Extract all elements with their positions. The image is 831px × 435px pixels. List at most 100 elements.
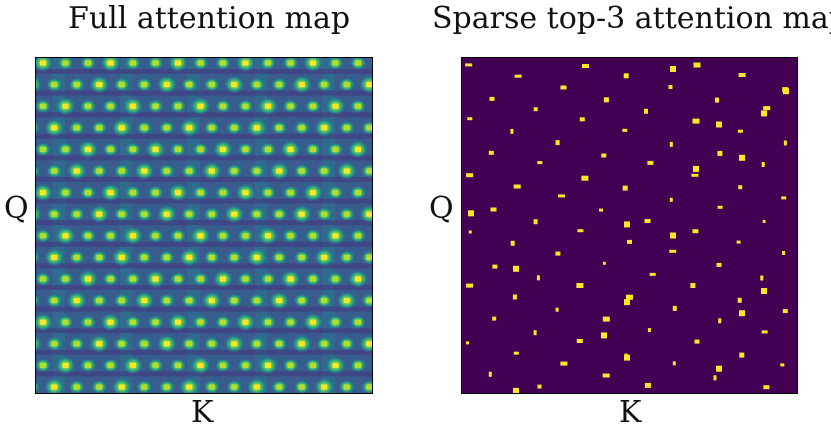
full-heatmap-peak-core (130, 103, 136, 109)
full-heatmap-peak-core (220, 146, 226, 152)
sparse-heatmap-dot (513, 387, 519, 394)
full-heatmap-peak-core (141, 341, 148, 347)
full-heatmap-peak-core (287, 60, 294, 66)
sparse-heatmap-dot (576, 339, 583, 343)
full-heatmap-peak-core (220, 103, 226, 109)
sparse-heatmap-dot (782, 251, 785, 255)
sparse-heatmap-dot (555, 140, 560, 146)
full-heatmap-trough (35, 133, 373, 139)
sparse-heatmap-dot (533, 330, 537, 336)
full-heatmap-trough (35, 220, 373, 226)
sparse-heatmap-dot (624, 221, 630, 228)
full-heatmap-peak-core (231, 341, 238, 347)
full-heatmap-peak-core (276, 168, 283, 174)
sparse-heatmap-dot (560, 85, 567, 90)
full-heatmap-peak-core (265, 233, 271, 239)
full-heatmap-peak-core (231, 254, 238, 260)
full-heatmap-peak-core (321, 82, 328, 88)
full-heatmap-trough (35, 198, 373, 204)
full-heatmap-peak-core (73, 82, 80, 88)
full-heatmap-peak-core (242, 146, 249, 152)
full-heatmap-peak-core (163, 125, 170, 131)
sparse-heatmap-dot (692, 229, 699, 234)
full-heatmap-peak (35, 251, 40, 264)
full-heatmap-peak-core (220, 319, 226, 325)
full-heatmap-trough (35, 285, 373, 290)
sparse-heatmap-dot (718, 318, 722, 324)
sparse-heatmap-dot (602, 261, 606, 265)
full-heatmap-peak-core (265, 276, 271, 282)
full-heatmap-peak-core (343, 125, 350, 131)
full-heatmap-peak-core (287, 146, 294, 152)
full-heatmap-peak-core (40, 362, 46, 368)
full-heatmap-peak-core (40, 319, 46, 325)
full-heatmap-peak-core (343, 82, 350, 88)
full-heatmap-peak-core (96, 211, 103, 217)
full-heatmap-peak-core (107, 60, 114, 66)
sparse-heatmap-dot (582, 64, 589, 68)
full-heatmap-peak-core (85, 319, 91, 325)
full-heatmap-trough (35, 349, 373, 355)
full-heatmap-peak-core (310, 60, 316, 66)
full-heatmap-peak-core (96, 125, 103, 131)
full-heatmap-peak-core (118, 168, 125, 174)
full-heatmap-peak-core (141, 211, 148, 217)
sparse-heatmap-dot (761, 110, 767, 117)
full-heatmap-peak-core (242, 319, 249, 325)
sparse-heatmap-dot (468, 210, 474, 217)
sparse-heatmap-dot (513, 351, 519, 355)
full-heatmap-frame (35, 57, 373, 394)
full-heatmap-peak-core (175, 146, 181, 152)
full-heatmap-peak-core (51, 211, 58, 217)
full-heatmap-peak-core (73, 298, 80, 304)
full-heatmap-peak-core (287, 233, 294, 239)
full-heatmap-peak-core (343, 254, 350, 260)
full-heatmap-peak-core (186, 211, 193, 217)
full-heatmap-peak-core (107, 276, 114, 282)
sparse-heatmap-dot (647, 328, 651, 333)
full-heatmap-peak-core (355, 276, 361, 282)
full-heatmap-peak-core (231, 211, 238, 217)
full-heatmap-peak-core (186, 384, 193, 390)
full-heatmap-trough (35, 177, 373, 182)
full-heatmap-peak-core (332, 103, 339, 109)
full-heatmap-peak-core (208, 384, 215, 390)
full-heatmap-peak-core (276, 254, 283, 260)
sparse-heatmap-dot (510, 240, 515, 246)
sparse-heatmap-dot (581, 175, 589, 181)
full-heatmap-peak-core (163, 211, 170, 217)
full-heatmap-peak-core (51, 298, 58, 304)
full-heatmap-peak-core (130, 276, 136, 282)
full-heatmap-peak-core (130, 362, 136, 368)
full-heatmap-peak-core (73, 384, 80, 390)
sparse-heatmap-dot (644, 382, 651, 388)
full-heatmap-peak-core (107, 190, 114, 196)
full-heatmap-band (367, 57, 373, 394)
full-heatmap-peak-core (366, 384, 373, 390)
full-heatmap-peak-core (85, 60, 91, 66)
full-heatmap-peak-core (253, 384, 260, 390)
full-heatmap-peak-core (62, 276, 69, 282)
full-heatmap-peak-core (253, 125, 260, 131)
full-heatmap-peak-core (253, 168, 260, 174)
sparse-heatmap-dot (490, 207, 497, 212)
full-heatmap-peak-core (141, 82, 148, 88)
full-heatmap-peak-core (118, 384, 125, 390)
full-heatmap-band (35, 57, 43, 394)
sparse-heatmap-dot (669, 249, 677, 253)
full-heatmap-peak-core (366, 168, 373, 174)
full-heatmap-peak-core (197, 190, 204, 196)
full-heatmap-trough (35, 263, 373, 269)
full-heatmap-peak (35, 121, 40, 135)
full-heatmap-peak-core (321, 168, 328, 174)
full-heatmap-peak-core (175, 60, 181, 66)
full-heatmap-peak-core (51, 254, 58, 260)
sparse-heatmap-dot (577, 229, 584, 233)
sparse-heatmap-dot (647, 160, 654, 165)
sparse-heatmap-dot (626, 294, 633, 300)
full-heatmap-peak-core (220, 362, 226, 368)
full-heatmap-peak-core (141, 254, 148, 260)
full-heatmap-peak-core (310, 319, 316, 325)
sparse-heatmap-dot (599, 208, 603, 212)
full-heatmap-peak-core (287, 319, 294, 325)
